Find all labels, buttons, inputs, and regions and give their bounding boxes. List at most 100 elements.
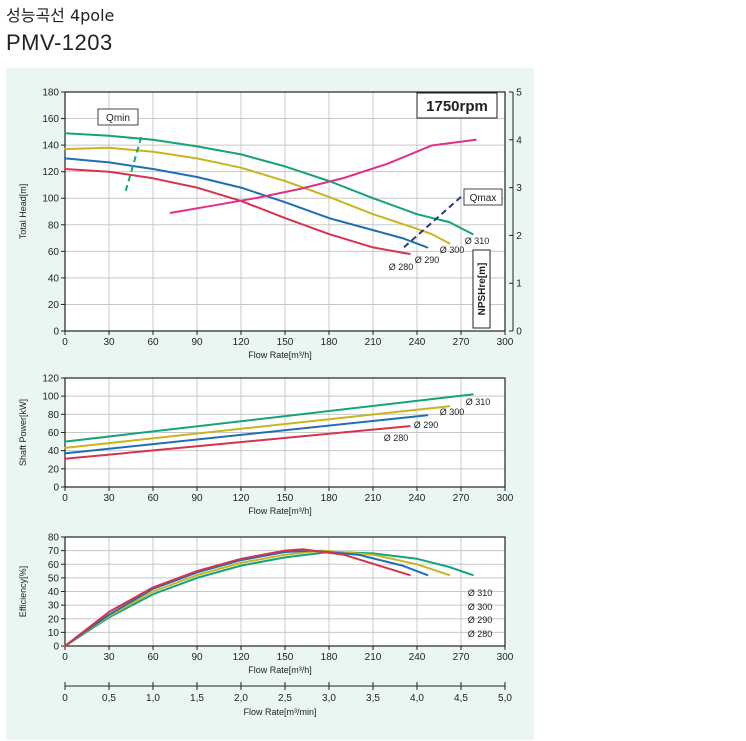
head-x-tick-label: 60 xyxy=(147,337,159,348)
efficiency-curve-label: Ø 290 xyxy=(468,615,493,625)
power-x-tick-label: 30 xyxy=(103,493,115,504)
efficiency-x-tick-label: 240 xyxy=(409,652,426,663)
rpm-badge-box xyxy=(416,92,498,119)
efficiency-y-tick-label: 80 xyxy=(48,533,60,544)
head-y-axis-label: Total Head[m] xyxy=(18,184,28,240)
head-y-tick-label: 100 xyxy=(42,194,59,205)
head-y2-tick-label: 1 xyxy=(516,279,522,290)
power-x-tick-label: 120 xyxy=(233,493,250,504)
head-curve-end-label: Ø 300 xyxy=(440,245,465,255)
rpm-badge: 1750rpm xyxy=(426,98,488,115)
efficiency-x-tick-label: 0 xyxy=(62,652,68,663)
x2-axis-tick-label: 3,0 xyxy=(322,693,336,704)
head-y2-tick-label: 2 xyxy=(516,231,522,242)
power-series-line xyxy=(64,414,429,455)
efficiency-series-line xyxy=(64,548,411,647)
head-y-tick-label: 60 xyxy=(48,247,60,258)
chart-subtitle: 성능곡선 4pole xyxy=(6,6,115,25)
efficiency-x-axis-label: Flow Rate[m³/h] xyxy=(248,665,312,675)
power-x-tick-label: 0 xyxy=(62,493,68,504)
qmin-label: Qmin xyxy=(106,113,130,124)
x2-axis-tick-label: 1,0 xyxy=(146,693,160,704)
x2-axis-tick-label: 0,5 xyxy=(102,693,116,704)
head-y-tick-label: 0 xyxy=(53,327,59,338)
power-y-axis-label: Shaft Power[kW] xyxy=(18,399,28,466)
efficiency-y-tick-label: 20 xyxy=(48,614,60,625)
power-x-tick-label: 210 xyxy=(365,493,382,504)
efficiency-curve-label: Ø 300 xyxy=(468,602,493,612)
x2-axis-label: Flow Rate[m³/min] xyxy=(243,707,316,717)
power-x-tick-label: 60 xyxy=(147,493,159,504)
head-x-tick-label: 240 xyxy=(409,337,426,348)
head-x-axis-label: Flow Rate[m³/h] xyxy=(248,350,312,360)
power-x-tick-label: 270 xyxy=(453,493,470,504)
efficiency-x-tick-label: 210 xyxy=(365,652,382,663)
efficiency-x-tick-label: 30 xyxy=(103,652,115,663)
power-series-line xyxy=(64,405,451,449)
head-y2-axis-label: NPSHre[m] xyxy=(477,263,488,316)
qmax-label: Qmax xyxy=(470,193,497,204)
x2-axis-tick-label: 1,5 xyxy=(190,693,204,704)
head-series-line xyxy=(64,157,429,249)
efficiency-y-tick-label: 70 xyxy=(48,546,60,557)
head-y2-tick-label: 4 xyxy=(516,135,522,146)
efficiency-plot-border xyxy=(64,536,506,647)
efficiency-series-line xyxy=(64,549,429,647)
power-curve-end-label: Ø 280 xyxy=(384,433,409,443)
power-y-tick-label: 0 xyxy=(53,483,59,494)
qmin-label-box xyxy=(97,108,139,126)
head-plot-border xyxy=(64,91,506,332)
head-x-tick-label: 90 xyxy=(191,337,203,348)
head-curve-end-label: Ø 310 xyxy=(465,236,490,246)
head-x-tick-label: 210 xyxy=(365,337,382,348)
qmax-marker-line xyxy=(401,196,462,250)
x2-axis-tick-label: 5,0 xyxy=(498,693,512,704)
power-x-tick-label: 300 xyxy=(497,493,514,504)
power-curve-end-label: Ø 300 xyxy=(440,407,465,417)
head-x-tick-label: 120 xyxy=(233,337,250,348)
power-y-tick-label: 100 xyxy=(42,392,59,403)
head-y2-tick-label: 3 xyxy=(516,183,522,194)
efficiency-y-tick-label: 40 xyxy=(48,587,60,598)
head-x-tick-label: 300 xyxy=(497,337,514,348)
x2-axis-tick-label: 2,5 xyxy=(278,693,292,704)
head-y2-tick-label: 0 xyxy=(516,327,522,338)
power-series-line xyxy=(64,393,474,443)
head-x-tick-label: 180 xyxy=(321,337,338,348)
head-curve-end-label: Ø 280 xyxy=(389,262,414,272)
head-y-tick-label: 120 xyxy=(42,167,59,178)
head-x-tick-label: 30 xyxy=(103,337,115,348)
head-x-tick-label: 0 xyxy=(62,337,68,348)
x2-axis-tick-label: 4,5 xyxy=(454,693,468,704)
npshre-curve xyxy=(169,138,477,214)
efficiency-x-tick-label: 90 xyxy=(191,652,203,663)
efficiency-curve-label: Ø 280 xyxy=(468,629,493,639)
head-x-tick-label: 270 xyxy=(453,337,470,348)
x2-axis-tick-label: 2,0 xyxy=(234,693,248,704)
efficiency-curve-label: Ø 310 xyxy=(468,588,493,598)
power-plot-border xyxy=(64,377,506,488)
head-y-tick-label: 80 xyxy=(48,220,60,231)
x2-axis-tick-label: 3,5 xyxy=(366,693,380,704)
head-curve-end-label: Ø 290 xyxy=(415,255,440,265)
efficiency-series-line xyxy=(64,549,451,647)
head-y-tick-label: 20 xyxy=(48,300,60,311)
power-x-tick-label: 150 xyxy=(277,493,294,504)
x2-axis-tick-label: 0 xyxy=(62,693,68,704)
efficiency-series-line xyxy=(64,551,474,647)
power-x-tick-label: 240 xyxy=(409,493,426,504)
head-y-tick-label: 140 xyxy=(42,141,59,152)
efficiency-y-tick-label: 10 xyxy=(48,628,60,639)
power-y-tick-label: 40 xyxy=(48,446,60,457)
power-x-tick-label: 180 xyxy=(321,493,338,504)
head-y-tick-label: 40 xyxy=(48,273,60,284)
efficiency-x-tick-label: 60 xyxy=(147,652,159,663)
power-curve-end-label: Ø 310 xyxy=(466,397,491,407)
power-y-tick-label: 60 xyxy=(48,428,60,439)
efficiency-x-tick-label: 300 xyxy=(497,652,514,663)
power-y-tick-label: 120 xyxy=(42,374,59,385)
npshre-label-box xyxy=(472,249,491,329)
power-x-axis-label: Flow Rate[m³/h] xyxy=(248,506,312,516)
efficiency-y-tick-label: 50 xyxy=(48,573,60,584)
power-y-tick-label: 20 xyxy=(48,464,60,475)
